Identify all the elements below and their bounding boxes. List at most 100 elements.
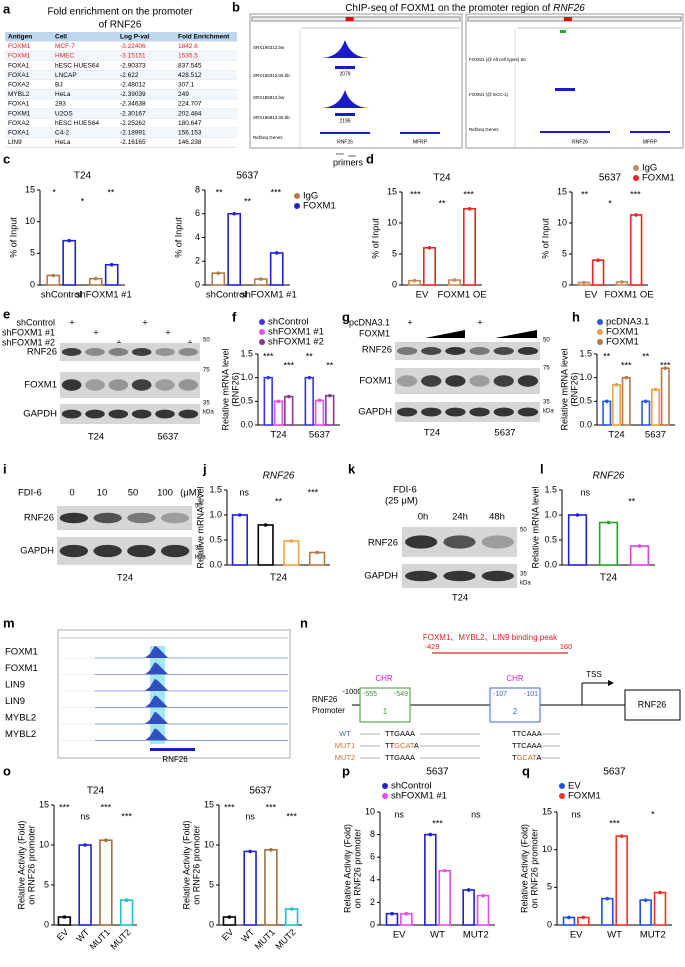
x-tick-label: EV [393,930,406,941]
band [481,535,514,549]
sequence-part: GCAT [517,753,538,762]
legend-label: shFOXM1 #1 [268,327,324,338]
track-label: FOXM1 (@ ECC-1) [469,92,509,97]
y-tick-label: 0.5 [209,534,222,544]
x-tick-label: EV [55,927,71,943]
protein-label: GAPDH [358,407,392,418]
table-cell: HMEC [55,53,74,60]
legend-label: FOXM1 [568,791,601,802]
y-tick-label: 0.5 [544,534,557,544]
y-axis-label: Relative mRNA level [195,486,205,568]
track-label: FOXM1 (@ All cell types) 50 [469,57,526,62]
bar-dot [62,915,67,919]
bar-dot [216,271,221,275]
cell-label: T24 [117,573,133,584]
table-cell: 837.545 [178,62,202,69]
mw-marker: 75 [203,368,210,374]
panel-label: l [540,461,544,476]
legend-label: FOXM1 [642,173,675,184]
legend-label: shControl [268,317,309,328]
mw-marker: 35 [195,546,202,552]
condition-label: shFOXM1 #1 [2,327,55,337]
protein-label: FOXM1 [359,376,392,387]
y-axis-label: Relative Activity (Fold) [16,820,26,909]
peak-label: 2195 [339,118,350,124]
table-cell: BJ [55,82,63,89]
primers-label: primers [333,157,364,167]
table-cell: FOXM1 [8,43,31,50]
chart-title: 5637 [236,171,259,182]
legend-marker [294,193,300,199]
bar-dot [289,907,294,911]
bar-dot [274,251,279,255]
bar-dot [124,898,129,902]
bar [284,395,294,426]
y-tick-label: 5 [209,879,214,889]
gene-label: RNF26 [638,699,667,709]
band [405,570,438,582]
band [517,407,539,417]
significance: ** [107,187,115,197]
panel-label: q [522,763,530,778]
cell-label: 5637 [157,432,178,443]
bar-dot [658,890,662,895]
column-header: Cell [55,34,67,41]
table-cell: 249 [178,91,189,98]
band [93,544,122,558]
dose-wedge [425,330,465,338]
y-axis-label: Relative Activity (Fold) [342,824,352,913]
bar [639,899,652,926]
significance: * [608,198,612,208]
bar [119,899,134,926]
significance: *** [224,802,235,812]
chart-title: RNF26 [593,471,625,482]
bar-dot [452,278,457,282]
bar [269,252,284,286]
y-tick-label: 10 [25,216,35,226]
panel-label: m [3,615,15,630]
sequence-part: GCAT [394,741,415,750]
protein-label: GAPDH [20,546,54,557]
bar-dot [614,382,619,387]
bar-dot [466,888,471,892]
panel-label: h [572,309,580,324]
bar [567,514,588,566]
bar-dot [620,280,624,284]
panel-label: f [232,309,237,324]
band [108,379,129,391]
track-signal [95,728,288,741]
site-box [359,687,411,723]
bar [325,394,335,426]
chart-title: RNF26 [263,471,295,482]
significance: ns [471,809,481,819]
y-tick-label: 1.5 [209,484,222,494]
legend-marker [382,793,388,799]
treatment-label: FDI-6 [393,485,417,496]
y-tick-label: 15 [542,806,552,816]
plus-sign: + [69,317,74,327]
band [178,379,199,391]
track-label: FOXM1 [5,663,38,674]
ideogram [467,16,682,22]
sequence: TTGAAA [385,753,415,762]
y-axis-label: Relative mRNA level [559,348,569,430]
legend-marker [294,203,300,209]
significance: ** [603,351,611,361]
mw-unit: kDa [195,555,206,561]
y-tick-label: 1.0 [240,372,253,382]
y-axis-label: % of Input [540,218,550,259]
table-cell: -2.48012 [120,82,146,89]
peak-mark [560,30,566,33]
y-tick-label: 5 [30,248,35,258]
significance: ** [628,496,636,506]
mw-unit: kDa [203,410,214,416]
band [155,409,175,419]
legend-marker [597,319,603,325]
ideogram [251,16,461,22]
track-signal [95,711,288,725]
table-cell: hESC HUES64 [55,120,99,127]
band [59,544,89,558]
browser-box [57,629,291,759]
table-cell: FOXA1 [8,62,30,69]
table-cell: FOXA1 [8,130,30,137]
